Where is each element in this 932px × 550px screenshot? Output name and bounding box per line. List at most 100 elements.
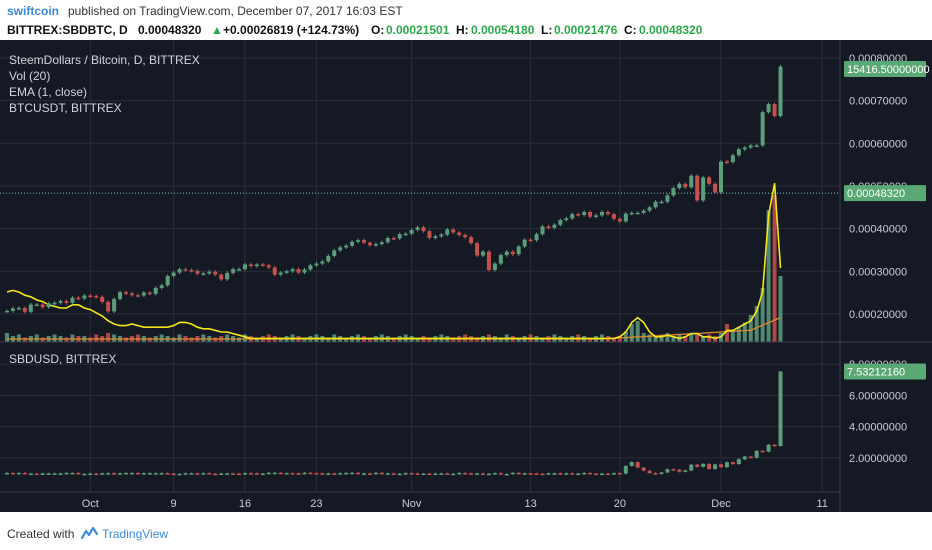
sbdusd-candle	[314, 473, 319, 475]
sbdusd-candle	[653, 473, 658, 475]
sbdusd-candle	[141, 473, 146, 475]
sbdbtc-candle	[332, 250, 337, 256]
sbdusd-candle	[237, 473, 242, 476]
volume-bar	[189, 337, 194, 342]
sbdbtc-candle	[778, 66, 783, 117]
sbdusd-candle	[350, 472, 355, 475]
volume-bar	[415, 337, 420, 342]
sbdbtc-candle	[34, 304, 39, 307]
volume-bar	[475, 337, 480, 342]
sbdbtc-candle	[689, 175, 694, 188]
volume-bar	[653, 336, 658, 342]
sbdbtc-candle	[433, 236, 438, 238]
chart-area[interactable]: 0.000800000.000700000.000600000.00050000…	[0, 40, 932, 512]
sbdusd-candle	[433, 473, 438, 476]
sbdusd-candle	[46, 473, 51, 475]
sbdusd-candle	[385, 473, 390, 475]
sbdbtc-candle	[653, 201, 658, 208]
sbdusd-candle	[88, 473, 93, 476]
sbdbtc-candle	[135, 295, 140, 297]
sbdbtc-candle	[207, 271, 212, 274]
sbdbtc-candle	[385, 238, 390, 243]
sbdbtc-candle	[124, 292, 128, 294]
sbdusd-candle	[362, 473, 366, 475]
sbdusd-candle	[177, 473, 182, 476]
sbdbtc-candle	[189, 269, 194, 272]
volume-bar	[326, 337, 331, 342]
sbdbtc-candle	[695, 175, 700, 201]
author-link[interactable]: swiftcoin	[7, 4, 60, 18]
sbdusd-candle	[183, 473, 188, 475]
sbdbtc-candle	[409, 229, 414, 234]
high-label: H:	[456, 23, 469, 37]
sbdusd-candle	[308, 472, 313, 475]
publish-header: swiftcoin published on TradingView.com, …	[0, 0, 932, 20]
sbdusd-candle	[671, 469, 676, 471]
y-tick-label: 0.00040000	[849, 224, 907, 236]
sbdbtc-candle	[201, 273, 206, 275]
sbdbtc-candle	[391, 238, 396, 240]
sbdusd-candle	[635, 462, 640, 468]
sbdusd-candle	[94, 473, 99, 476]
sbdusd-candle	[641, 467, 646, 471]
sbdbtc-candle	[278, 272, 283, 275]
volume-bar	[213, 337, 218, 342]
volume-bar	[344, 337, 349, 342]
sbdusd-candle	[534, 473, 539, 475]
sbdusd-candle	[528, 473, 533, 475]
legend-item: BTCUSDT, BITTREX	[9, 101, 122, 115]
sbdusd-candle	[689, 464, 694, 471]
sbdusd-candle	[367, 473, 372, 475]
sbdbtc-candle	[671, 188, 676, 196]
volume-bar	[16, 334, 21, 342]
sbdusd-candle	[713, 464, 718, 470]
sbdbtc-candle	[296, 269, 301, 273]
sbdusd-candle	[576, 473, 581, 476]
sbdbtc-candle	[498, 255, 503, 264]
sbdusd-candle	[594, 473, 599, 476]
volume-bar	[671, 336, 676, 342]
sbdusd-candle	[153, 473, 158, 475]
price-chart-svg[interactable]: 0.000800000.000700000.000600000.00050000…	[0, 40, 932, 512]
x-tick-label: 11	[816, 498, 827, 510]
sbdusd-candle	[457, 472, 462, 475]
sbdbtc-candle	[701, 177, 706, 201]
sbdbtc-candle	[350, 241, 355, 246]
sbdbtc-candle	[665, 195, 670, 202]
sbdusd-candle	[266, 472, 271, 475]
sbdusd-candle	[736, 459, 741, 465]
sbdbtc-candle	[302, 269, 307, 273]
sbdusd-candle	[135, 472, 140, 475]
volume-bar	[659, 334, 664, 342]
sbdbtc-candle	[100, 296, 105, 302]
sbdusd-candle	[516, 472, 521, 475]
sbdusd-candle	[124, 472, 128, 475]
sbdbtc-candle	[754, 145, 759, 147]
sbdusd-candle	[40, 473, 45, 475]
sbdusd-candle	[34, 473, 39, 476]
sbdbtc-candle	[600, 211, 604, 216]
sbdusd-candle	[647, 470, 652, 474]
sbdbtc-candle	[58, 301, 63, 303]
volume-bar	[451, 337, 456, 342]
tradingview-link[interactable]: TradingView	[102, 527, 169, 541]
sbdbtc-candle	[451, 229, 456, 233]
sbdusd-candle	[439, 473, 444, 475]
price-axis[interactable]	[840, 40, 932, 512]
x-tick-label: 9	[171, 498, 177, 510]
pane2-title: SBDUSD, BITTREX	[9, 352, 116, 366]
sbdusd-candle	[677, 469, 682, 472]
sbdbtc-candle	[76, 297, 81, 300]
sbdbtc-candle	[481, 251, 485, 256]
sbdbtc-candle	[623, 213, 628, 222]
sbdbtc-candle	[46, 303, 51, 308]
volume-bar	[701, 336, 706, 342]
sbdbtc-candle	[707, 177, 712, 184]
sbdbtc-candle	[552, 224, 557, 228]
sbdusd-candle	[171, 473, 176, 476]
volume-bar	[641, 333, 646, 342]
sbdbtc-candle	[558, 220, 563, 225]
sbdbtc-candle	[635, 212, 640, 215]
sbdusd-candle	[332, 473, 337, 475]
sbdusd-candle	[724, 462, 729, 468]
